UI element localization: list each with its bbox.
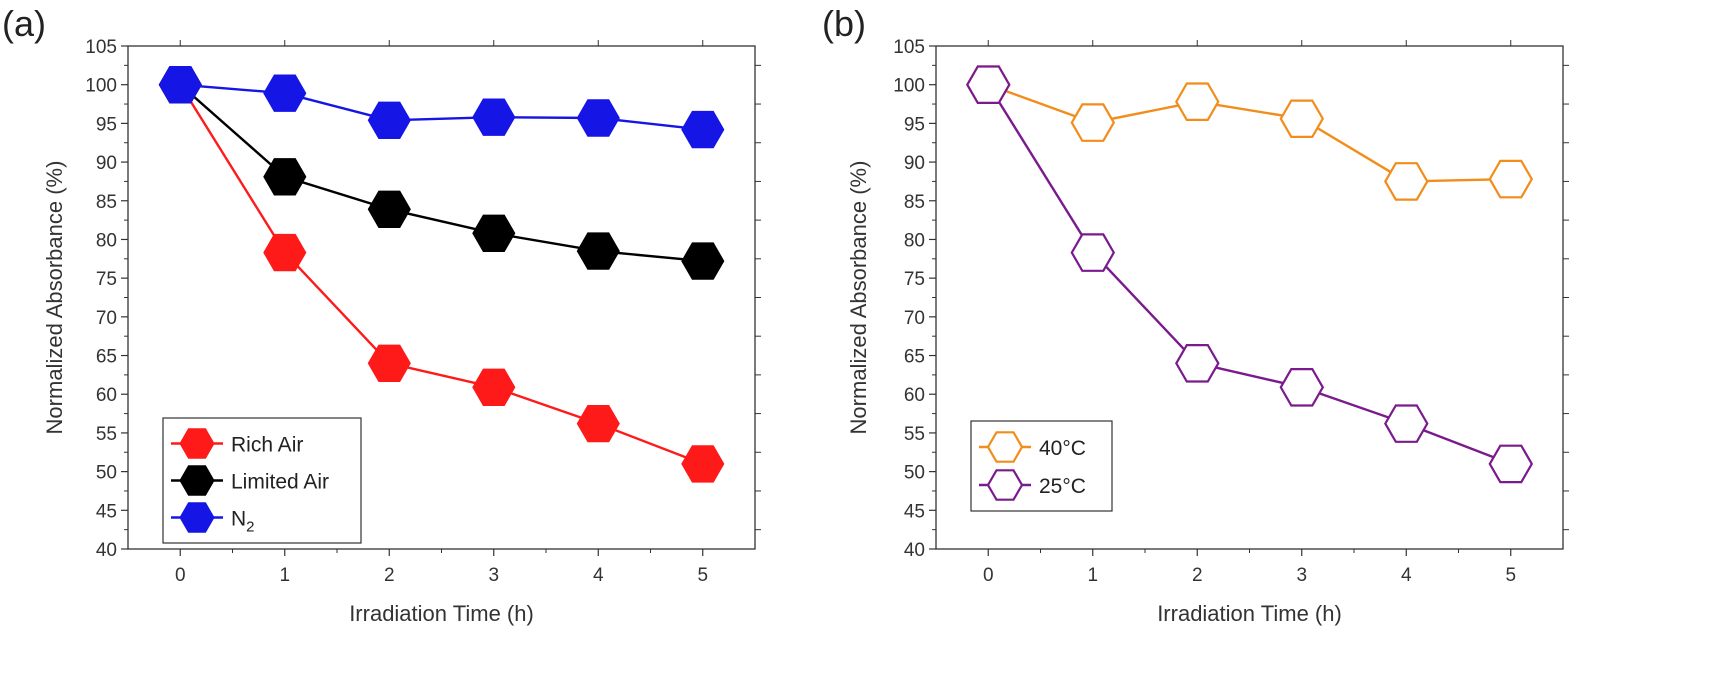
x-tick-label: 5 bbox=[697, 565, 708, 586]
legend-label: 40°C bbox=[1039, 437, 1086, 460]
y-tick-label: 50 bbox=[904, 463, 925, 484]
y-tick-label: 80 bbox=[96, 230, 117, 251]
y-tick-label: 70 bbox=[904, 308, 925, 329]
y-tick-label: 100 bbox=[893, 76, 925, 97]
data-point bbox=[263, 233, 307, 272]
x-tick-label: 5 bbox=[1505, 565, 1516, 586]
data-point bbox=[1175, 344, 1220, 383]
legend-marker bbox=[179, 502, 215, 533]
y-axis-title: Normalized Absorbance (%) bbox=[42, 161, 67, 435]
data-point bbox=[1070, 103, 1116, 142]
data-point bbox=[367, 190, 411, 228]
data-point bbox=[1488, 444, 1534, 484]
x-tick-label: 3 bbox=[488, 565, 499, 586]
data-point bbox=[1384, 404, 1429, 443]
series-line-0 bbox=[179, 84, 704, 466]
y-tick-label: 55 bbox=[904, 424, 925, 445]
series-line-1 bbox=[987, 84, 1512, 466]
y-tick-label: 80 bbox=[904, 230, 925, 251]
legend-marker bbox=[986, 469, 1024, 501]
x-tick-label: 1 bbox=[279, 565, 290, 586]
x-tick-label: 2 bbox=[1192, 565, 1203, 586]
data-point bbox=[263, 74, 307, 112]
data-point bbox=[576, 232, 620, 270]
data-point bbox=[472, 98, 516, 136]
x-tick-label: 0 bbox=[175, 565, 186, 586]
y-tick-label: 50 bbox=[96, 463, 117, 484]
data-point bbox=[472, 214, 516, 252]
legend-marker bbox=[179, 465, 215, 496]
y-tick-label: 60 bbox=[96, 385, 117, 406]
data-point bbox=[1488, 159, 1534, 199]
data-point bbox=[681, 445, 725, 483]
y-tick-label: 65 bbox=[96, 347, 117, 368]
y-tick-label: 65 bbox=[904, 347, 925, 368]
data-point bbox=[158, 66, 202, 104]
y-tick-label: 40 bbox=[904, 540, 925, 561]
series-line-0 bbox=[987, 83, 1511, 183]
data-point bbox=[576, 405, 620, 443]
data-point bbox=[1070, 233, 1116, 272]
data-point bbox=[681, 242, 725, 280]
data-point bbox=[263, 158, 307, 196]
y-tick-label: 95 bbox=[904, 114, 925, 135]
data-point bbox=[472, 368, 516, 406]
y-tick-label: 75 bbox=[904, 269, 925, 290]
x-axis-title: Irradiation Time (h) bbox=[349, 601, 534, 626]
data-point bbox=[1279, 99, 1325, 138]
legend-label-subscript: 2 bbox=[246, 519, 254, 536]
legend-label: 25°C bbox=[1039, 475, 1086, 498]
y-tick-label: 85 bbox=[96, 192, 117, 213]
y-tick-label: 100 bbox=[85, 76, 117, 97]
data-point bbox=[966, 65, 1011, 105]
y-tick-label: 40 bbox=[96, 540, 117, 561]
data-point bbox=[576, 99, 620, 137]
y-tick-label: 45 bbox=[904, 501, 925, 522]
panel-label: (b) bbox=[822, 3, 866, 44]
legend-label: Rich Air bbox=[231, 434, 303, 457]
x-tick-label: 4 bbox=[1401, 565, 1412, 586]
legend-marker bbox=[179, 428, 215, 459]
y-tick-label: 105 bbox=[85, 37, 117, 58]
y-axis-title: Normalized Absorbance (%) bbox=[846, 161, 871, 435]
x-axis-title: Irradiation Time (h) bbox=[1157, 601, 1342, 626]
x-tick-label: 3 bbox=[1296, 565, 1307, 586]
legend-marker bbox=[986, 431, 1024, 463]
y-tick-label: 75 bbox=[96, 269, 117, 290]
x-tick-label: 4 bbox=[593, 565, 604, 586]
panel-label: (a) bbox=[2, 3, 46, 44]
data-point bbox=[1384, 162, 1429, 201]
data-point bbox=[1279, 368, 1325, 407]
series-line-1 bbox=[179, 83, 703, 263]
y-tick-label: 90 bbox=[904, 153, 925, 174]
x-tick-label: 2 bbox=[384, 565, 395, 586]
x-tick-label: 1 bbox=[1087, 565, 1098, 586]
legend-label: Limited Air bbox=[231, 471, 329, 494]
y-tick-label: 45 bbox=[96, 501, 117, 522]
y-tick-label: 70 bbox=[96, 308, 117, 329]
legend: 40°C 25°C bbox=[970, 420, 1113, 512]
y-tick-label: 60 bbox=[904, 385, 925, 406]
data-point bbox=[681, 110, 725, 149]
data-point bbox=[367, 344, 411, 382]
series-line-2 bbox=[180, 83, 703, 131]
data-point bbox=[1175, 82, 1220, 122]
y-tick-label: 105 bbox=[893, 37, 925, 58]
y-tick-label: 95 bbox=[96, 114, 117, 135]
data-point bbox=[367, 101, 411, 139]
y-tick-label: 85 bbox=[904, 192, 925, 213]
y-tick-label: 55 bbox=[96, 424, 117, 445]
x-tick-label: 0 bbox=[983, 565, 994, 586]
y-tick-label: 90 bbox=[96, 153, 117, 174]
